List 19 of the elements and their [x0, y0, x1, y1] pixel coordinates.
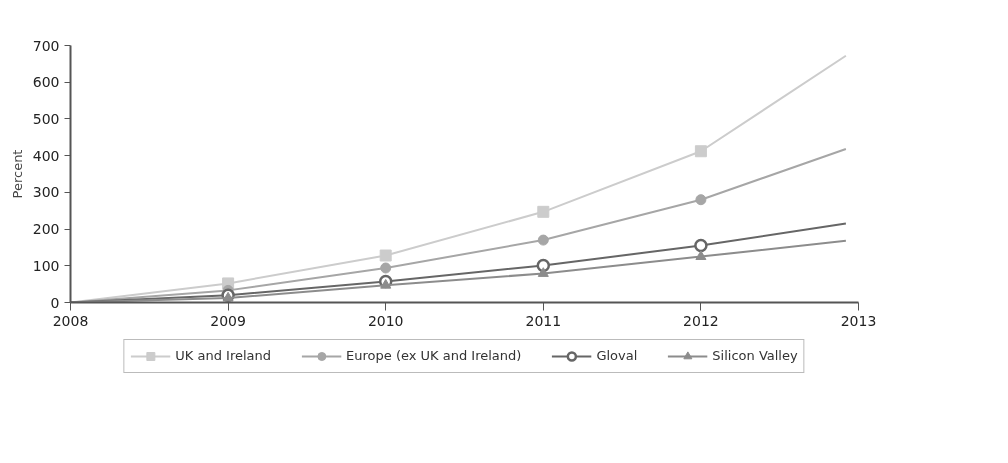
y-tick-label: 0: [50, 294, 60, 311]
y-tick-label: 700: [32, 37, 60, 54]
legend-label: Europe (ex UK and Ireland): [346, 348, 522, 363]
x-tick-label: 2010: [367, 312, 404, 329]
legend-label: Gloval: [596, 348, 638, 363]
y-axis-title: Percent: [9, 149, 25, 199]
y-tick-label: 600: [32, 74, 60, 91]
x-tick-label: 2011: [525, 312, 562, 329]
y-tick-label: 500: [32, 110, 60, 127]
y-tick-label: 400: [32, 147, 60, 164]
legend-label: Silicon Valley: [712, 348, 798, 363]
x-tick-label: 2009: [210, 312, 246, 329]
y-tick-label: 300: [32, 184, 60, 201]
legend-label: UK and Ireland: [175, 348, 272, 363]
y-tick-label: 100: [32, 257, 60, 274]
x-tick-label: 2013: [840, 312, 877, 329]
x-tick-label: 2008: [52, 312, 89, 329]
y-tick-label: 200: [32, 221, 60, 238]
x-tick-label: 2012: [683, 312, 719, 329]
